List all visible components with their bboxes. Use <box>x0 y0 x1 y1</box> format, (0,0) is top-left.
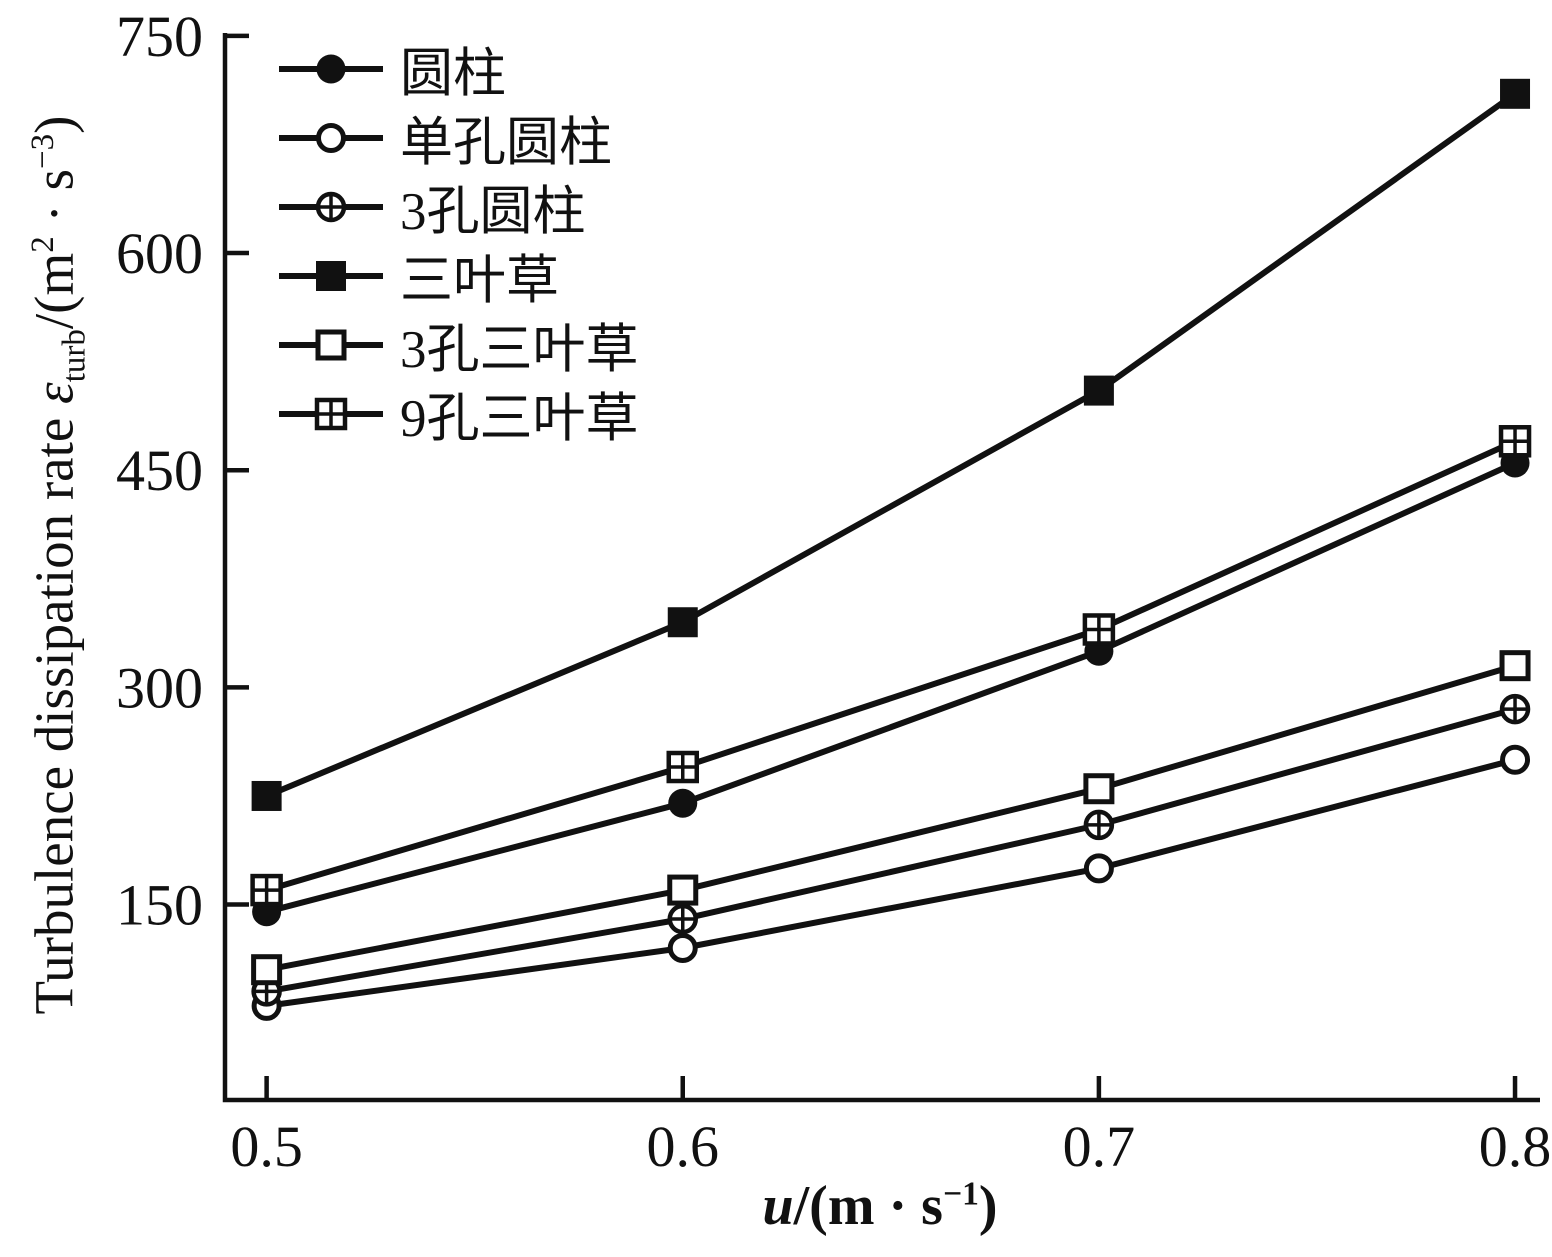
legend-item-single-hole-cylinder: 单孔圆柱 <box>278 103 639 172</box>
legend-item-3-hole-clover: 3孔三叶草 <box>278 310 639 379</box>
series-line-circle-plus <box>266 706 1516 995</box>
filled-square-icon <box>278 256 384 296</box>
open-circle-icon <box>278 118 384 158</box>
x-axis: 0.5 0.6 0.7 0.8 <box>230 1076 1551 1179</box>
svg-text:750: 750 <box>116 4 203 69</box>
y-axis-unit: /(m <box>23 252 85 330</box>
legend-label: 3孔圆柱 <box>400 182 586 241</box>
epsilon-symbol: ε <box>23 382 85 404</box>
x-axis-unit: /(m · s <box>793 1175 943 1237</box>
legend-label: 3孔三叶草 <box>400 320 639 379</box>
svg-text:600: 600 <box>116 221 203 286</box>
legend-item-9-hole-clover: 9孔三叶草 <box>278 379 639 448</box>
u-symbol: u <box>762 1175 794 1237</box>
svg-text:0.7: 0.7 <box>1063 1114 1136 1179</box>
series-line-square-grid <box>265 438 1517 893</box>
legend-label: 单孔圆柱 <box>400 113 612 172</box>
y-axis-unit-mid: · s <box>23 168 85 237</box>
series-markers-circle-plus <box>251 693 1531 1007</box>
series-line-open-circle <box>266 756 1516 1009</box>
square-grid-icon <box>278 394 384 434</box>
series-markers-filled-square <box>251 78 1531 811</box>
legend-item-clover: 三叶草 <box>278 241 639 310</box>
svg-text:0.8: 0.8 <box>1479 1114 1552 1179</box>
legend-item-3-hole-cylinder: 3孔圆柱 <box>278 172 639 241</box>
series-line-filled-circle <box>265 460 1517 915</box>
y-axis-unit-close: ) <box>23 115 85 134</box>
svg-text:450: 450 <box>116 438 203 503</box>
legend-label: 9孔三叶草 <box>400 389 639 448</box>
circle-cross-icon <box>278 187 384 227</box>
svg-text:0.6: 0.6 <box>647 1114 720 1179</box>
y-axis-label-text: Turbulence dissipation rate <box>23 403 85 1015</box>
svg-text:0.5: 0.5 <box>230 1114 303 1179</box>
open-square-icon <box>278 325 384 365</box>
x-axis-sup: −1 <box>942 1175 979 1213</box>
filled-circle-icon <box>278 49 384 89</box>
series-markers-open-circle <box>251 744 1531 1021</box>
series-line-open-square <box>266 662 1516 973</box>
y-axis-sup-1: 2 <box>25 236 62 253</box>
y-axis: 150 300 450 600 750 <box>116 4 249 938</box>
x-axis-unit-close: ) <box>978 1175 998 1237</box>
legend: 圆柱 单孔圆柱 3孔圆柱 三叶草 3孔三叶草 9孔三叶草 <box>278 34 639 448</box>
series-markers-square-grid <box>250 425 1532 907</box>
svg-text:150: 150 <box>116 873 203 938</box>
series-line-filled-square <box>265 91 1517 799</box>
legend-item-cylinder: 圆柱 <box>278 34 639 103</box>
y-axis-sup-2: −3 <box>25 133 62 169</box>
y-axis-subscript: turb <box>56 329 93 383</box>
legend-label: 三叶草 <box>400 251 559 310</box>
series-markers-open-square <box>251 650 1531 986</box>
svg-text:300: 300 <box>116 655 203 720</box>
axis-spines <box>222 33 1540 1103</box>
legend-label: 圆柱 <box>400 44 506 103</box>
x-axis-label: u/(m · s−1) <box>762 1174 997 1238</box>
y-axis-label: Turbulence dissipation rate εturb/(m2 · … <box>23 116 94 1015</box>
